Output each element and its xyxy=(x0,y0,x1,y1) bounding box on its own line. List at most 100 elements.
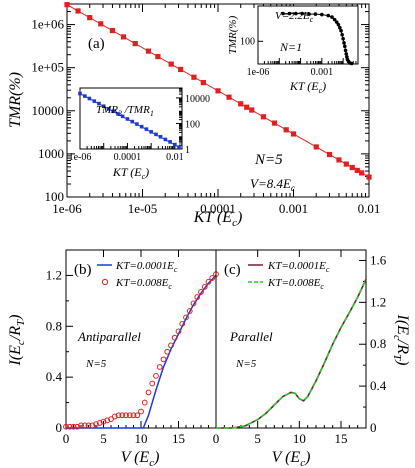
panel-b-point-high-kt xyxy=(160,356,167,363)
inset-right-point xyxy=(287,11,292,16)
inset-right-point xyxy=(332,17,337,22)
panel-b-point-high-kt xyxy=(201,283,208,290)
panel-b-point-high-kt xyxy=(93,421,99,428)
panel-b-point-high-kt xyxy=(205,278,212,285)
inset-left-point xyxy=(125,117,130,121)
legend-c-entry-2: KT=0.008Ec xyxy=(267,277,324,291)
panel-a-point xyxy=(120,34,127,40)
panel-c-xtick-label: 0 xyxy=(213,431,220,446)
panel-a-xlabel: KT (Ec) xyxy=(193,209,243,229)
panel-b-point-high-kt xyxy=(141,399,148,406)
legend-b-entry-2: KT=0.008Ec xyxy=(115,277,172,291)
panel-c-ylabel: I(Ec/RT) xyxy=(391,314,411,366)
panel-b-point-high-kt xyxy=(130,412,137,419)
panel-a-ytick-label: 10000 xyxy=(32,103,65,118)
inset-left-xlabel: KT (Ec) xyxy=(112,165,149,181)
panel-a-xtick-label: 0.01 xyxy=(358,201,381,216)
inset-right-point xyxy=(343,48,348,53)
panel-b-point-high-kt xyxy=(179,320,186,327)
panel-a-point xyxy=(145,48,152,54)
panel-c-ytick-label: 0.4 xyxy=(370,378,387,393)
inset-right-point xyxy=(307,12,311,16)
panel-a-ytick-label: 1e+05 xyxy=(31,60,64,75)
inset-right-point xyxy=(343,44,347,49)
inset-right-ytick-label: 100 xyxy=(240,36,255,47)
panel-b-n-annotation: N=5 xyxy=(85,358,107,370)
inset-left-point xyxy=(106,107,111,111)
panel-b-ytick-label: 0.4 xyxy=(46,369,63,384)
panel-b-point-high-kt xyxy=(74,423,81,430)
inset-left-point xyxy=(149,130,153,134)
panel-b-ytick-label: 0 xyxy=(56,420,63,435)
panel-b-point-high-kt xyxy=(171,334,178,341)
panel-a-point xyxy=(226,94,232,100)
panel-b-point-high-kt xyxy=(164,348,171,355)
inset-left-ytick-label: 1 xyxy=(185,145,190,156)
panel-b-point-high-kt xyxy=(111,413,118,420)
panel-a-point xyxy=(200,80,206,86)
inset-right-xlabel: KT (Ec) xyxy=(289,79,326,95)
panel-b-point-high-kt xyxy=(190,300,197,307)
inset-right-point xyxy=(342,41,346,45)
panel-b-point-high-kt xyxy=(194,294,201,300)
panel-a-point xyxy=(191,74,197,80)
inset-right-point xyxy=(320,12,324,17)
inset-left-xtick-label: 0.01 xyxy=(166,152,184,163)
panel-a-ytick-label: 100 xyxy=(45,189,65,204)
panel-b-point-high-kt xyxy=(85,422,92,429)
inset-left-point xyxy=(144,127,149,131)
inset-left-point xyxy=(163,137,168,142)
inset-right-point xyxy=(294,11,298,16)
panel-a-point xyxy=(366,174,372,180)
panel-a-point xyxy=(215,88,221,94)
panel-b-point-high-kt xyxy=(81,422,88,429)
inset-right-ylabel: TMR(%) xyxy=(227,15,239,54)
panel-a-point xyxy=(260,114,267,120)
inset-right-xtick-label: 0.001 xyxy=(311,67,334,78)
panel-c-ytick-label: 1.6 xyxy=(370,252,387,267)
panel-a-point xyxy=(336,157,342,163)
panel-c-state-annotation: Parallel xyxy=(229,329,273,344)
panel-b-point-high-kt xyxy=(149,380,156,387)
panel-a-label: (a) xyxy=(88,36,105,52)
panel-a-xtick-label: 0.0001 xyxy=(200,201,236,216)
panel-b-state-annotation: Antiparallel xyxy=(77,329,141,344)
panel-c-xtick-label: 10 xyxy=(293,431,306,446)
panel-b-point-high-kt xyxy=(89,422,96,429)
panel-a-point xyxy=(249,107,255,113)
panel-b-label: (b) xyxy=(74,262,92,278)
panel-a-point xyxy=(290,131,297,137)
inset-right-frame xyxy=(257,5,359,65)
inset-left-point xyxy=(130,119,135,124)
inset-left-point xyxy=(97,101,101,106)
panel-a-point xyxy=(168,61,174,67)
inset-left-point xyxy=(154,132,158,137)
panel-a-point xyxy=(271,120,278,126)
panel-b-point-high-kt xyxy=(168,342,174,349)
panel-b-xtick-label: 5 xyxy=(100,431,107,446)
inset-right-point xyxy=(338,25,342,30)
inset-left-point xyxy=(139,124,144,129)
inset-left-point xyxy=(116,112,120,116)
inset-right-xtick-label: 1e-06 xyxy=(247,67,270,78)
panel-a-v-annotation: V=8.4Ec xyxy=(250,176,295,193)
panel-b-ytick-label: 0.8 xyxy=(46,318,62,333)
panel-b-point-high-kt xyxy=(126,412,133,419)
panel-b-point-high-kt xyxy=(63,423,69,430)
panel-b-point-high-kt xyxy=(145,389,152,396)
legend-b-circle-icon xyxy=(101,278,109,286)
inset-right-point xyxy=(330,15,334,19)
panel-a-point xyxy=(354,167,360,174)
inset-left-fit-line xyxy=(79,93,180,148)
panel-a-xtick-label: 1e-06 xyxy=(52,201,82,216)
panel-a-ylabel: TMR(%) xyxy=(7,72,24,128)
inset-right-point xyxy=(300,11,305,16)
panel-b-point-high-kt xyxy=(100,418,107,425)
legend-b-entry-1: KT=0.0001Ec xyxy=(115,260,178,274)
panel-b-point-high-kt xyxy=(156,364,163,370)
inset-left-ylabel: TMR3 /TMR1 xyxy=(96,104,154,118)
panel-b-point-high-kt xyxy=(198,289,204,295)
panel-a-point xyxy=(283,127,289,133)
inset-left-point xyxy=(173,142,177,147)
